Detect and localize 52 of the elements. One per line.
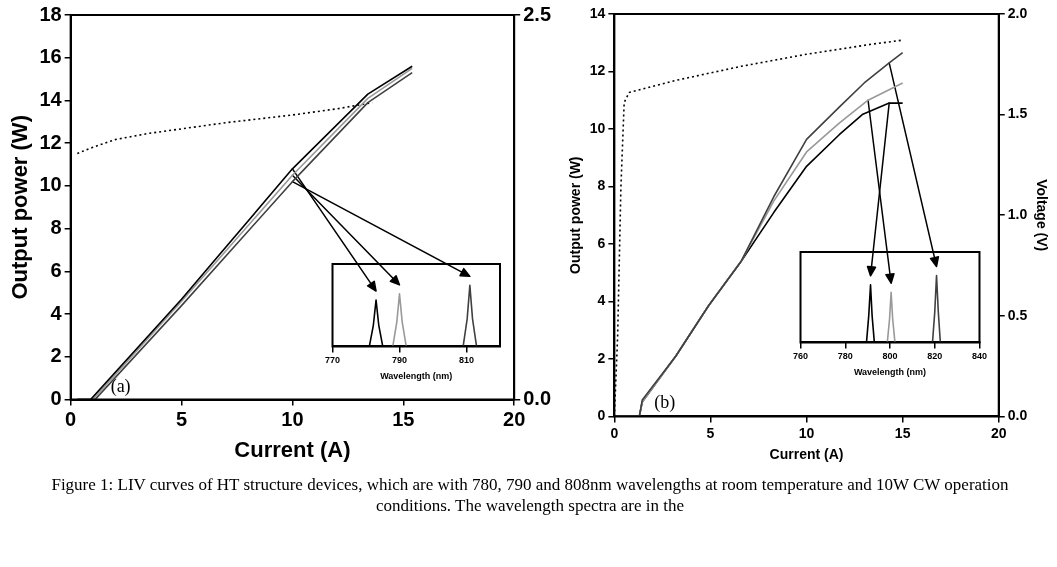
x-axis-title: Current (A): [234, 436, 351, 462]
y2-tick-label: 2.5: [523, 2, 552, 25]
x-tick-label: 20: [990, 424, 1007, 441]
y2-tick-label: 1.5: [1007, 105, 1028, 122]
x-tick-label: 800: [882, 351, 898, 362]
y-tick-label: 10: [39, 173, 62, 196]
x-tick-label: 770: [324, 355, 341, 366]
y-axis-title: Output power (W): [567, 156, 584, 274]
x-tick-label: 820: [927, 351, 943, 362]
x-tick-label: 840: [971, 351, 988, 362]
x-axis-title: Wavelength (nm): [853, 367, 927, 378]
annotation: (a): [110, 375, 131, 397]
y-tick-label: 0: [50, 387, 62, 410]
x-tick-label: 780: [837, 351, 853, 362]
y-tick-label: 2: [50, 344, 62, 367]
y-tick-label: 14: [589, 4, 606, 21]
x-tick-label: 15: [894, 424, 911, 441]
x-tick-label: 5: [175, 408, 188, 431]
y2-axis-title: Voltage (V): [1033, 179, 1050, 252]
y2-tick-label: 0.0: [1007, 407, 1028, 424]
y2-tick-label: 2.0: [1007, 4, 1028, 21]
y-tick-label: 2: [597, 349, 606, 366]
x-tick-label: 5: [706, 424, 715, 441]
x-tick-label: 10: [281, 408, 304, 431]
y-axis-title: Output power (W): [7, 115, 33, 300]
y-tick-label: 16: [39, 45, 62, 68]
y-tick-label: 8: [597, 177, 606, 194]
x-tick-label: 15: [392, 408, 415, 431]
x-tick-label: 10: [798, 424, 815, 441]
y-tick-label: 6: [50, 258, 62, 281]
y-tick-label: 8: [50, 216, 62, 239]
x-axis-title: Wavelength (nm): [380, 371, 453, 382]
annotation: (b): [654, 392, 676, 414]
y2-tick-label: 0.5: [1007, 306, 1028, 323]
x-tick-label: 0: [65, 408, 77, 431]
y-tick-label: 6: [597, 234, 606, 251]
y-tick-label: 12: [39, 130, 62, 153]
x-tick-label: 790: [391, 355, 408, 366]
y2-tick-label: 0.0: [523, 387, 552, 410]
x-tick-label: 810: [458, 355, 475, 366]
x-tick-label: 760: [792, 351, 809, 362]
x-tick-label: 0: [610, 424, 619, 441]
y-tick-label: 18: [39, 2, 62, 25]
y-tick-label: 4: [597, 292, 606, 309]
x-axis-title: Current (A): [769, 446, 844, 463]
y-tick-label: 14: [39, 87, 63, 110]
x-tick-label: 20: [503, 408, 526, 431]
caption: Figure 1: LIV curves of HT structure devices, which are with 780, 790 and 808nm wavelengths at room temperature and 10W CW operation conditions. The wavelength spectra are in the: [50, 474, 1010, 516]
y-tick-label: 12: [589, 62, 606, 79]
y2-tick-label: 1.0: [1007, 206, 1028, 223]
y-tick-label: 4: [50, 301, 63, 324]
y-tick-label: 10: [589, 119, 606, 136]
